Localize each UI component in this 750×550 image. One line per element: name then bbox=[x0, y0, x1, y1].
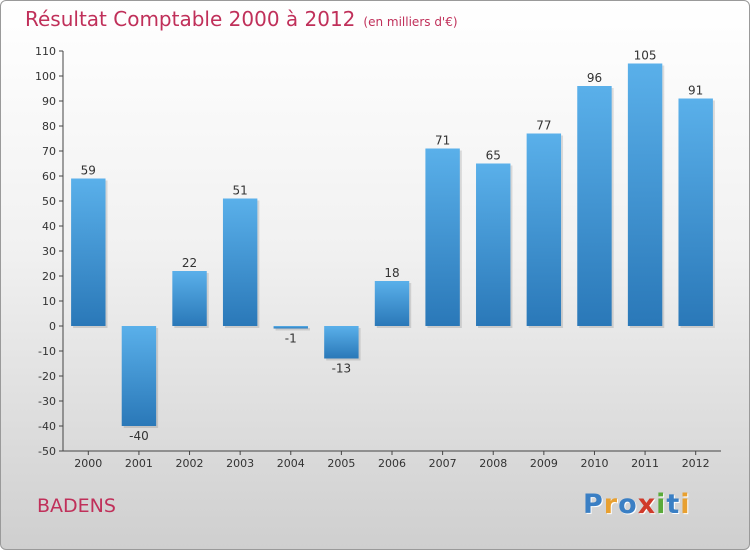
logo-letter: i bbox=[656, 489, 667, 520]
bar bbox=[374, 281, 410, 326]
bar bbox=[476, 163, 511, 326]
bar-value-label: 18 bbox=[384, 266, 399, 280]
y-tick-label: -10 bbox=[38, 345, 56, 358]
x-tick-label: 2006 bbox=[378, 457, 406, 470]
y-tick-label: 10 bbox=[42, 295, 56, 308]
y-tick-label: 60 bbox=[42, 170, 56, 183]
logo-letter: o bbox=[618, 489, 638, 520]
bar bbox=[577, 86, 612, 326]
bar-value-label: 71 bbox=[435, 134, 450, 148]
bar-value-label: 59 bbox=[81, 164, 96, 178]
logo-letter: t bbox=[666, 489, 681, 520]
chart-title: Résultat Comptable 2000 à 2012 bbox=[25, 7, 356, 31]
bar bbox=[121, 326, 157, 426]
y-tick-label: 80 bbox=[42, 120, 56, 133]
x-tick-label: 2003 bbox=[226, 457, 254, 470]
y-tick-label: 110 bbox=[35, 45, 56, 58]
bar-value-label: -40 bbox=[129, 429, 149, 443]
logo-letter: P bbox=[583, 489, 604, 520]
y-tick-label: -40 bbox=[38, 420, 56, 433]
y-tick-label: 20 bbox=[42, 270, 56, 283]
bar-value-label: 105 bbox=[634, 49, 657, 63]
bar bbox=[71, 178, 106, 326]
x-tick-label: 2008 bbox=[479, 457, 507, 470]
proxiti-logo: Proxiti bbox=[583, 489, 691, 520]
bar bbox=[324, 326, 359, 359]
bar-value-label: -13 bbox=[332, 362, 352, 376]
logo-letter: x bbox=[637, 489, 657, 520]
bar-value-label: 77 bbox=[536, 119, 551, 133]
bar-value-label: 51 bbox=[233, 184, 248, 198]
y-tick-label: 30 bbox=[42, 245, 56, 258]
x-tick-label: 2005 bbox=[327, 457, 355, 470]
x-tick-label: 2010 bbox=[580, 457, 608, 470]
x-tick-label: 2012 bbox=[682, 457, 710, 470]
x-tick-label: 2009 bbox=[530, 457, 558, 470]
y-tick-label: -50 bbox=[38, 445, 56, 458]
x-tick-label: 2007 bbox=[429, 457, 457, 470]
bar bbox=[627, 63, 663, 326]
bar bbox=[526, 133, 562, 326]
y-tick-label: 40 bbox=[42, 220, 56, 233]
y-tick-label: 50 bbox=[42, 195, 56, 208]
chart-title-block: Résultat Comptable 2000 à 2012 (en millie… bbox=[25, 7, 458, 31]
y-tick-label: -30 bbox=[38, 395, 56, 408]
commune-name: BADENS bbox=[37, 495, 116, 517]
bar bbox=[222, 198, 258, 326]
y-tick-label: -20 bbox=[38, 370, 56, 383]
bar-value-label: 96 bbox=[587, 71, 602, 85]
bar bbox=[678, 98, 713, 326]
x-tick-label: 2002 bbox=[176, 457, 204, 470]
x-tick-label: 2004 bbox=[277, 457, 305, 470]
bar-shadow bbox=[275, 328, 310, 331]
bar-value-label: -1 bbox=[285, 332, 297, 346]
bar-value-label: 22 bbox=[182, 256, 197, 270]
bar bbox=[273, 326, 308, 329]
x-tick-label: 2011 bbox=[631, 457, 659, 470]
logo-letter: r bbox=[603, 489, 619, 520]
y-tick-label: 100 bbox=[35, 70, 56, 83]
logo-letter: i bbox=[680, 489, 691, 520]
y-tick-label: 70 bbox=[42, 145, 56, 158]
bar-value-label: 91 bbox=[688, 84, 703, 98]
bar bbox=[172, 271, 207, 326]
x-tick-label: 2000 bbox=[74, 457, 102, 470]
chart-subtitle: (en milliers d'€) bbox=[363, 15, 458, 29]
x-tick-label: 2001 bbox=[125, 457, 153, 470]
bar-value-label: 65 bbox=[486, 149, 501, 163]
y-tick-label: 0 bbox=[49, 320, 56, 333]
bar bbox=[425, 148, 460, 326]
y-tick-label: 90 bbox=[42, 95, 56, 108]
